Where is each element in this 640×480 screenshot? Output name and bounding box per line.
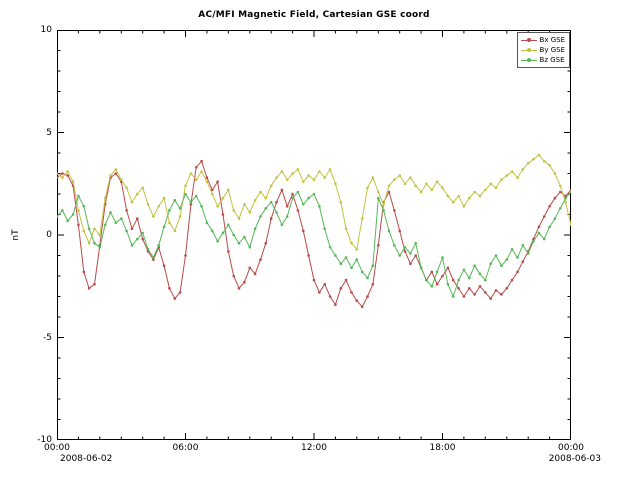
legend-item: Bx GSE [520,35,565,45]
x-tick-label: 18:00 [429,443,456,453]
chart-title: AC/MFI Magnetic Field, Cartesian GSE coo… [198,10,430,20]
legend-marker [520,36,537,44]
legend: Bx GSE By GSE Bz GSE [516,32,570,68]
legend-item: Bz GSE [520,55,565,65]
plot-svg [57,30,571,440]
legend-label: Bx GSE [539,36,565,44]
y-tick-label: 10 [40,25,52,35]
legend-marker [520,56,537,64]
x-tick-label: 12:00 [301,443,327,453]
legend-label: Bz GSE [539,56,565,64]
x-axis-date-end: 2008-06-03 [548,454,601,464]
y-tick-label: -5 [43,332,52,343]
legend-marker [520,46,537,54]
legend-label: By GSE [539,46,565,54]
x-tick-label: 00:00 [558,443,584,453]
x-tick-label: 00:00 [44,443,70,453]
y-tick-label: 0 [46,230,52,240]
x-tick-label: 06:00 [172,443,199,453]
legend-item: By GSE [520,45,565,55]
plot-area: Bx GSE By GSE Bz GSE [57,30,571,440]
x-axis-date-start: 2008-06-02 [60,454,113,464]
y-tick-label: -10 [37,435,52,445]
y-tick-label: 5 [46,127,52,138]
